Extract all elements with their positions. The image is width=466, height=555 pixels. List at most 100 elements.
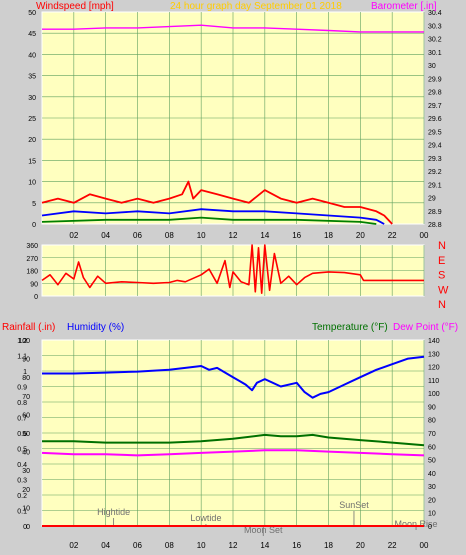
temperature-tick-label: 80 bbox=[428, 418, 436, 425]
wind-average-line bbox=[41, 208, 385, 225]
x-tick-label: 04 bbox=[101, 541, 110, 550]
temperature-tick-label: 110 bbox=[428, 378, 439, 385]
x-tick-label: 16 bbox=[292, 541, 301, 550]
windspeed-tick-label: 35 bbox=[28, 74, 36, 81]
barometer-tick-label: 29.5 bbox=[428, 129, 442, 136]
x-tick-label: 06 bbox=[133, 231, 142, 240]
temperature-tick-label: 30 bbox=[428, 484, 436, 491]
direction-tick-label: 180 bbox=[26, 269, 38, 276]
wind-pressure-grid bbox=[42, 12, 425, 224]
wind-direction-series bbox=[41, 244, 424, 294]
barometer-tick-label: 29.7 bbox=[428, 103, 442, 110]
temperature-tick-label: 60 bbox=[428, 444, 436, 451]
temperature-axis-label: Temperature (°F) bbox=[312, 322, 388, 333]
windspeed-tick-label: 25 bbox=[28, 116, 36, 123]
humidity-line bbox=[42, 355, 425, 399]
astro-label: Lowtide bbox=[190, 513, 221, 523]
windspeed-tick-label: 50 bbox=[28, 10, 36, 17]
x-tick-label: 12 bbox=[229, 231, 238, 240]
humidity-tick-label: 10 bbox=[22, 505, 30, 512]
windspeed-tick-label: 30 bbox=[28, 95, 36, 102]
rainfall-tick-label: 0.7 bbox=[17, 416, 27, 423]
x-tick-label: 22 bbox=[388, 541, 397, 550]
rainfall-tick-label: 0.8 bbox=[17, 400, 27, 407]
temperature-tick-label: 120 bbox=[428, 365, 440, 372]
barometer-tick-label: 30.1 bbox=[428, 50, 442, 57]
x-tick-label: 04 bbox=[101, 231, 110, 240]
temperature-humidity-series bbox=[41, 355, 425, 527]
rainfall-tick-label: 0.9 bbox=[17, 385, 27, 392]
rainfall-tick-label: 0.3 bbox=[17, 478, 27, 485]
compass-label: S bbox=[438, 270, 445, 282]
x-tick-label: 20 bbox=[356, 231, 365, 240]
rainfall-tick-label: 0 bbox=[23, 524, 27, 531]
humidity-tick-label: 60 bbox=[22, 412, 30, 419]
astro-label: SunSet bbox=[339, 500, 369, 510]
temperature-tick-label: 70 bbox=[428, 431, 436, 438]
humidity-tick-label: 90 bbox=[22, 357, 30, 364]
rainfall-tick-label: 0.6 bbox=[17, 431, 27, 438]
barometer-tick-label: 29.1 bbox=[428, 182, 442, 189]
barometer-tick-label: 29.9 bbox=[428, 76, 442, 83]
humidity-axis-label: Humidity (%) bbox=[67, 322, 124, 333]
graph-title: 24 hour graph day September 01 2018 bbox=[170, 1, 342, 12]
direction-tick-label: 0 bbox=[34, 294, 38, 301]
x-tick-label: 18 bbox=[324, 541, 333, 550]
x-tick-label: 18 bbox=[324, 231, 333, 240]
temperature-tick-label: 0 bbox=[428, 524, 432, 531]
x-tick-label: 08 bbox=[165, 231, 174, 240]
wind-pressure-ticks: 02 04 06 08 10 12 14 16 18 20 22 000510152025303540… bbox=[28, 10, 442, 240]
x-tick-label: 00 bbox=[420, 231, 429, 240]
compass-label: E bbox=[438, 255, 445, 267]
windspeed-tick-label: 20 bbox=[28, 137, 36, 144]
barometer-tick-label: 30.2 bbox=[428, 37, 442, 44]
barometer-tick-label: 29.8 bbox=[428, 90, 442, 97]
x-tick-label: 10 bbox=[197, 541, 206, 550]
x-tick-label: 14 bbox=[260, 231, 269, 240]
wind-pressure-series bbox=[41, 24, 424, 225]
temperature-tick-label: 140 bbox=[428, 338, 440, 345]
temperature-tick-label: 100 bbox=[428, 391, 440, 398]
rainfall-tick-label: 0.1 bbox=[17, 509, 27, 516]
direction-tick-label: 270 bbox=[26, 256, 38, 263]
temperature-tick-label: 90 bbox=[428, 404, 436, 411]
barometer-tick-label: 29 bbox=[428, 196, 436, 203]
rainfall-tick-label: 0.4 bbox=[17, 462, 27, 469]
temperature-humidity-panel: Hightide Lowtide Moon Set SunSet Moon Rise 0… bbox=[2, 322, 458, 550]
temperature-tick-label: 40 bbox=[428, 471, 436, 478]
x-tick-label: 10 bbox=[197, 231, 206, 240]
windspeed-tick-label: 5 bbox=[32, 201, 36, 208]
windspeed-tick-label: 0 bbox=[32, 222, 36, 229]
x-tick-label: 22 bbox=[388, 231, 397, 240]
barometer-tick-label: 30.4 bbox=[428, 10, 442, 17]
astro-label: Moon Set bbox=[244, 525, 283, 535]
astro-label: Hightide bbox=[97, 507, 130, 517]
rainfall-tick-label: 1.2 bbox=[17, 338, 27, 345]
direction-tick-label: 90 bbox=[30, 281, 38, 288]
humidity-tick-label: 70 bbox=[22, 394, 30, 401]
pressure-line bbox=[42, 24, 424, 33]
rainfall-tick-label: 0.2 bbox=[17, 493, 27, 500]
compass-label: N bbox=[438, 240, 446, 252]
direction-tick-label: 360 bbox=[26, 243, 38, 250]
x-tick-label: 12 bbox=[229, 541, 238, 550]
wind-gust-line bbox=[41, 180, 393, 225]
compass-label: W bbox=[438, 284, 449, 296]
rainfall-tick-label: 1.1 bbox=[17, 354, 27, 361]
rainfall-axis-label: Rainfall (.in) bbox=[2, 322, 55, 333]
dewpoint-axis-label: Dew Point (°F) bbox=[393, 322, 458, 333]
x-tick-label: 16 bbox=[292, 231, 301, 240]
humidity-tick-label: 100 bbox=[18, 338, 30, 345]
dewpoint-line bbox=[41, 449, 425, 457]
humidity-tick-label: 0 bbox=[26, 524, 30, 531]
x-tick-label: 00 bbox=[420, 541, 429, 550]
barometer-tick-label: 28.8 bbox=[428, 222, 442, 229]
temperature-tick-label: 10 bbox=[428, 511, 436, 518]
temperature-tick-label: 130 bbox=[428, 351, 440, 358]
wind-direction-line bbox=[41, 244, 424, 294]
compass-label: N bbox=[438, 299, 446, 311]
barometer-tick-label: 30 bbox=[428, 63, 436, 70]
barometer-axis-label: Barometer [.in] bbox=[371, 1, 437, 12]
barometer-tick-label: 29.3 bbox=[428, 156, 442, 163]
